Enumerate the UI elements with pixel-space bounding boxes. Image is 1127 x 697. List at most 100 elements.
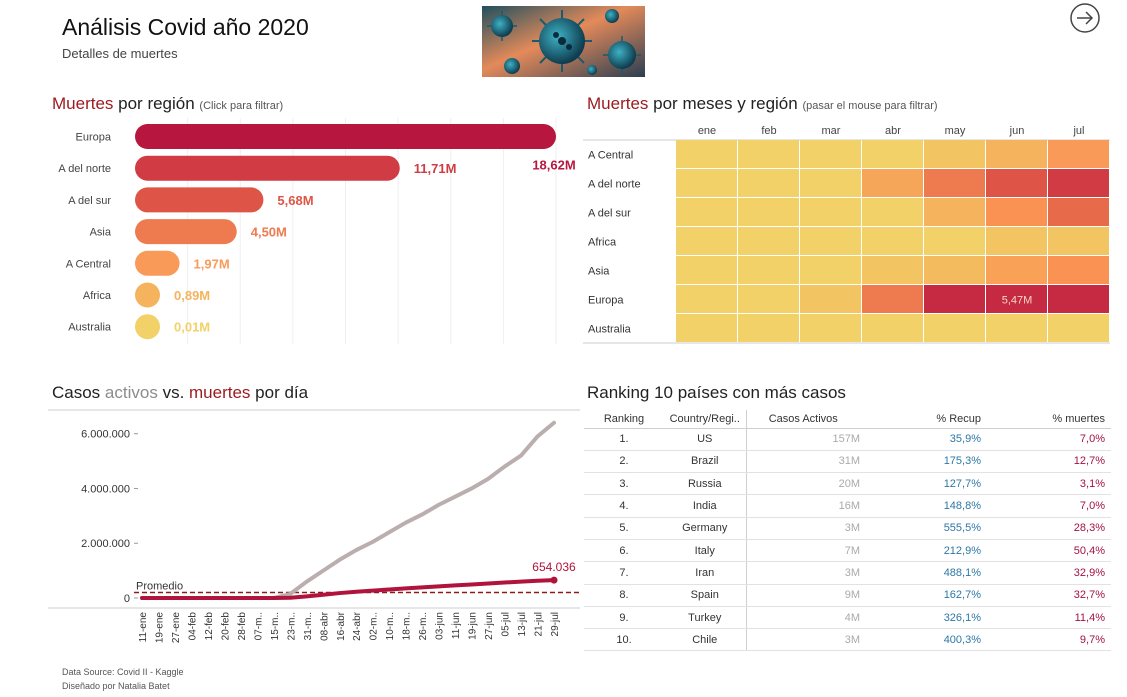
heatmap-cell[interactable] bbox=[676, 198, 737, 226]
heatmap-cell[interactable] bbox=[738, 140, 799, 168]
heatmap-cell[interactable] bbox=[738, 169, 799, 197]
x-tick-label: 19-jun bbox=[468, 612, 479, 640]
heatmap-cell[interactable] bbox=[1048, 198, 1109, 226]
heatmap-cell[interactable] bbox=[986, 198, 1047, 226]
heatmap-cell[interactable] bbox=[862, 227, 923, 255]
bar[interactable] bbox=[135, 250, 180, 276]
table-row[interactable]: 4. India 16M 148,8% 7,0% bbox=[584, 494, 1111, 518]
heatmap-cell[interactable] bbox=[924, 198, 985, 226]
heatmap-cell[interactable] bbox=[800, 140, 861, 168]
deaths-cell: 28,3% bbox=[987, 517, 1111, 540]
table-row[interactable]: 7. Iran 3M 488,1% 32,9% bbox=[584, 561, 1111, 585]
heatmap-cell[interactable] bbox=[738, 227, 799, 255]
bar[interactable] bbox=[135, 219, 237, 245]
cases-cell: 16M bbox=[745, 494, 866, 518]
bar[interactable] bbox=[135, 187, 264, 213]
table-row[interactable]: 8. Spain 9M 162,7% 32,7% bbox=[584, 584, 1111, 607]
region-label: Europa bbox=[76, 132, 112, 144]
heatmap-cell[interactable] bbox=[738, 285, 799, 313]
bar[interactable] bbox=[135, 282, 160, 308]
col-recovery[interactable]: % Recup bbox=[866, 410, 987, 429]
deaths-by-region-chart[interactable]: Europa 18,62M A del norte 11,71M A del sur 5,… bbox=[40, 118, 580, 350]
heatmap-cell[interactable] bbox=[862, 285, 923, 313]
heatmap-cell[interactable] bbox=[676, 256, 737, 284]
heatmap-cell[interactable] bbox=[862, 140, 923, 168]
heatmap-cell[interactable] bbox=[738, 198, 799, 226]
heatmap-cell[interactable] bbox=[986, 314, 1047, 342]
heatmap-cell[interactable] bbox=[800, 285, 861, 313]
table-row[interactable]: 3. Russia 20M 127,7% 3,1% bbox=[584, 472, 1111, 496]
heatmap-cell[interactable] bbox=[800, 314, 861, 342]
bar[interactable] bbox=[135, 124, 556, 149]
table-row[interactable]: 9. Turkey 4M 326,1% 11,4% bbox=[584, 606, 1111, 630]
heatmap-cell[interactable] bbox=[862, 256, 923, 284]
heatmap-cell[interactable] bbox=[924, 256, 985, 284]
table-row[interactable]: 1. US 157M 35,9% 7,0% bbox=[584, 428, 1111, 451]
heatmap-cell[interactable] bbox=[986, 256, 1047, 284]
heatmap-cell[interactable] bbox=[862, 198, 923, 226]
deaths-last-point[interactable] bbox=[550, 576, 558, 584]
heatmap-cell[interactable] bbox=[1048, 227, 1109, 255]
heatmap-cell[interactable] bbox=[800, 227, 861, 255]
x-tick-label: 07-m.. bbox=[253, 612, 264, 640]
table-row[interactable]: 10. Chile 3M 400,3% 9,7% bbox=[584, 628, 1111, 652]
heatmap-cell[interactable] bbox=[676, 140, 737, 168]
recup-cell: 326,1% bbox=[866, 606, 987, 630]
month-label: jul bbox=[1072, 125, 1084, 137]
deaths-heatmap[interactable]: ene feb mar abr may jun jul A Central A del nort… bbox=[583, 120, 1111, 345]
heatmap-cell[interactable] bbox=[862, 314, 923, 342]
col-active-cases[interactable]: Casos Activos bbox=[745, 410, 866, 429]
month-label: jun bbox=[1009, 125, 1025, 137]
country-cell: Russia bbox=[664, 472, 746, 496]
heatmap-cell[interactable] bbox=[986, 169, 1047, 197]
heatmap-cell[interactable] bbox=[924, 314, 985, 342]
x-tick-label: 11-jun bbox=[451, 612, 462, 639]
country-cell: Italy bbox=[664, 539, 746, 563]
active-vs-deaths-chart[interactable]: 6.000.000 4.000.000 2.000.000 0 11-ene 19-ene… bbox=[44, 406, 580, 656]
col-country[interactable]: Country/Regi.. bbox=[664, 410, 746, 429]
bar[interactable] bbox=[135, 314, 160, 340]
heatmap-cell[interactable] bbox=[986, 140, 1047, 168]
active-vs-deaths-title: Casos activos vs. muertes por día bbox=[52, 383, 309, 402]
heatmap-cell[interactable] bbox=[924, 140, 985, 168]
col-deaths[interactable]: % muertes bbox=[987, 410, 1111, 429]
bar[interactable] bbox=[135, 155, 400, 181]
heatmap-cell[interactable] bbox=[800, 198, 861, 226]
heatmap-row-label: Europa bbox=[588, 295, 624, 307]
heatmap-title: Muertes por meses y región (pasar el mou… bbox=[587, 94, 938, 113]
data-source: Data Source: Covid II - Kaggle bbox=[62, 667, 184, 677]
heatmap-cell[interactable] bbox=[676, 169, 737, 197]
active-cases-line[interactable] bbox=[140, 420, 556, 600]
heatmap-cell[interactable] bbox=[676, 285, 737, 313]
heatmap-cell[interactable] bbox=[1048, 140, 1109, 168]
heatmap-cell[interactable] bbox=[676, 314, 737, 342]
col-ranking[interactable]: Ranking bbox=[584, 410, 664, 429]
heatmap-cell[interactable] bbox=[1048, 314, 1109, 342]
heatmap-cell[interactable] bbox=[924, 169, 985, 197]
heatmap-cell[interactable] bbox=[986, 285, 1047, 313]
heatmap-cell[interactable] bbox=[924, 285, 985, 313]
y-tick-label: 0 bbox=[124, 593, 130, 605]
table-row[interactable]: 5. Germany 3M 555,5% 28,3% bbox=[584, 517, 1111, 540]
heatmap-cell[interactable] bbox=[676, 227, 737, 255]
heatmap-cell[interactable] bbox=[738, 314, 799, 342]
deaths-cell: 50,4% bbox=[987, 539, 1111, 563]
heatmap-cell[interactable] bbox=[862, 169, 923, 197]
deaths-cell: 32,9% bbox=[987, 561, 1111, 585]
heatmap-cell[interactable] bbox=[1048, 256, 1109, 284]
heatmap-cell[interactable] bbox=[800, 169, 861, 197]
heatmap-cell[interactable] bbox=[1048, 169, 1109, 197]
table-row[interactable]: 6. Italy 7M 212,9% 50,4% bbox=[584, 539, 1111, 563]
heatmap-cell[interactable] bbox=[924, 227, 985, 255]
heatmap-cell[interactable] bbox=[986, 227, 1047, 255]
table-row[interactable]: 2. Brazil 31M 175,3% 12,7% bbox=[584, 450, 1111, 474]
month-label: abr bbox=[885, 125, 901, 137]
x-tick-label: 20-feb bbox=[220, 612, 231, 641]
heatmap-cell[interactable] bbox=[738, 256, 799, 284]
heatmap-cell[interactable] bbox=[1048, 285, 1109, 313]
arrow-right-circle-icon[interactable] bbox=[1069, 2, 1101, 34]
y-tick-label: 2.000.000 bbox=[81, 538, 130, 550]
heatmap-cell[interactable] bbox=[800, 256, 861, 284]
deaths-line[interactable] bbox=[140, 578, 556, 600]
x-tick-label: 27-jun bbox=[484, 612, 495, 640]
